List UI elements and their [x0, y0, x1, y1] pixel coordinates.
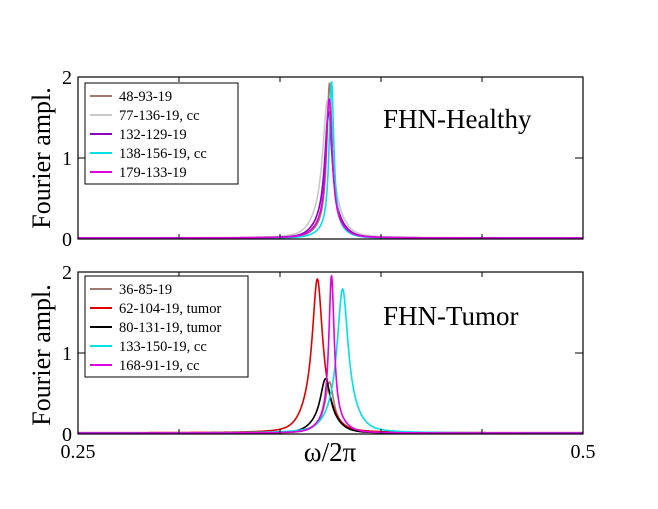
x-tick-label: 0.5: [571, 441, 596, 463]
series-line-5: [78, 98, 583, 239]
panel-title-healthy: FHN-Healthy: [383, 104, 532, 134]
y-tick-label: 1: [62, 148, 72, 170]
legend-healthy: 48-93-19 77-136-19, cc 132-129-19 138-156-1…: [84, 82, 239, 185]
legend-tumor: 36-85-19 62-104-19, tumor 80-131-19, tumor…: [84, 275, 249, 378]
y-tick-label: 1: [62, 343, 72, 365]
legend-box-tumor: [84, 275, 249, 378]
legend-label: 179-133-19: [119, 165, 187, 181]
legend-label: 133-150-19, cc: [119, 339, 207, 355]
legend-label: 77-136-19, cc: [119, 108, 200, 124]
legend-label: 80-131-19, tumor: [119, 320, 221, 336]
panel-healthy: Fourier ampl. 0 1 2 48-93-19 77-136-19, cc 1…: [27, 67, 584, 251]
y-tick-label: 0: [62, 424, 72, 446]
y-tick-label: 2: [62, 262, 72, 284]
series-line-5: [78, 275, 583, 434]
y-tick-label: 2: [62, 67, 72, 89]
curves-tumor: [78, 275, 583, 434]
curves-healthy: [78, 81, 583, 239]
panel-tumor: Fourier ampl. 0 1 2 0.25 0.5 36-85-19 62-104-…: [27, 262, 596, 467]
series-line-1: [78, 380, 583, 434]
legend-label: 138-156-19, cc: [119, 146, 207, 162]
legend-label: 36-85-19: [119, 282, 172, 298]
legend-label: 132-129-19: [119, 127, 187, 143]
ticks-healthy: 0 1 2: [62, 67, 583, 251]
ticks-tumor: 0 1 2 0.25 0.5: [61, 262, 596, 463]
xlabel: ω/2π: [304, 437, 357, 467]
x-tick-label: 0.25: [61, 441, 96, 463]
legend-label: 168-91-19, cc: [119, 358, 200, 374]
ylabel-tumor: Fourier ampl.: [27, 284, 56, 426]
panel-title-tumor: FHN-Tumor: [383, 301, 519, 331]
legend-label: 48-93-19: [119, 89, 172, 105]
legend-label: 62-104-19, tumor: [119, 301, 221, 317]
y-tick-label: 0: [62, 229, 72, 251]
ylabel-healthy: Fourier ampl.: [27, 87, 56, 229]
